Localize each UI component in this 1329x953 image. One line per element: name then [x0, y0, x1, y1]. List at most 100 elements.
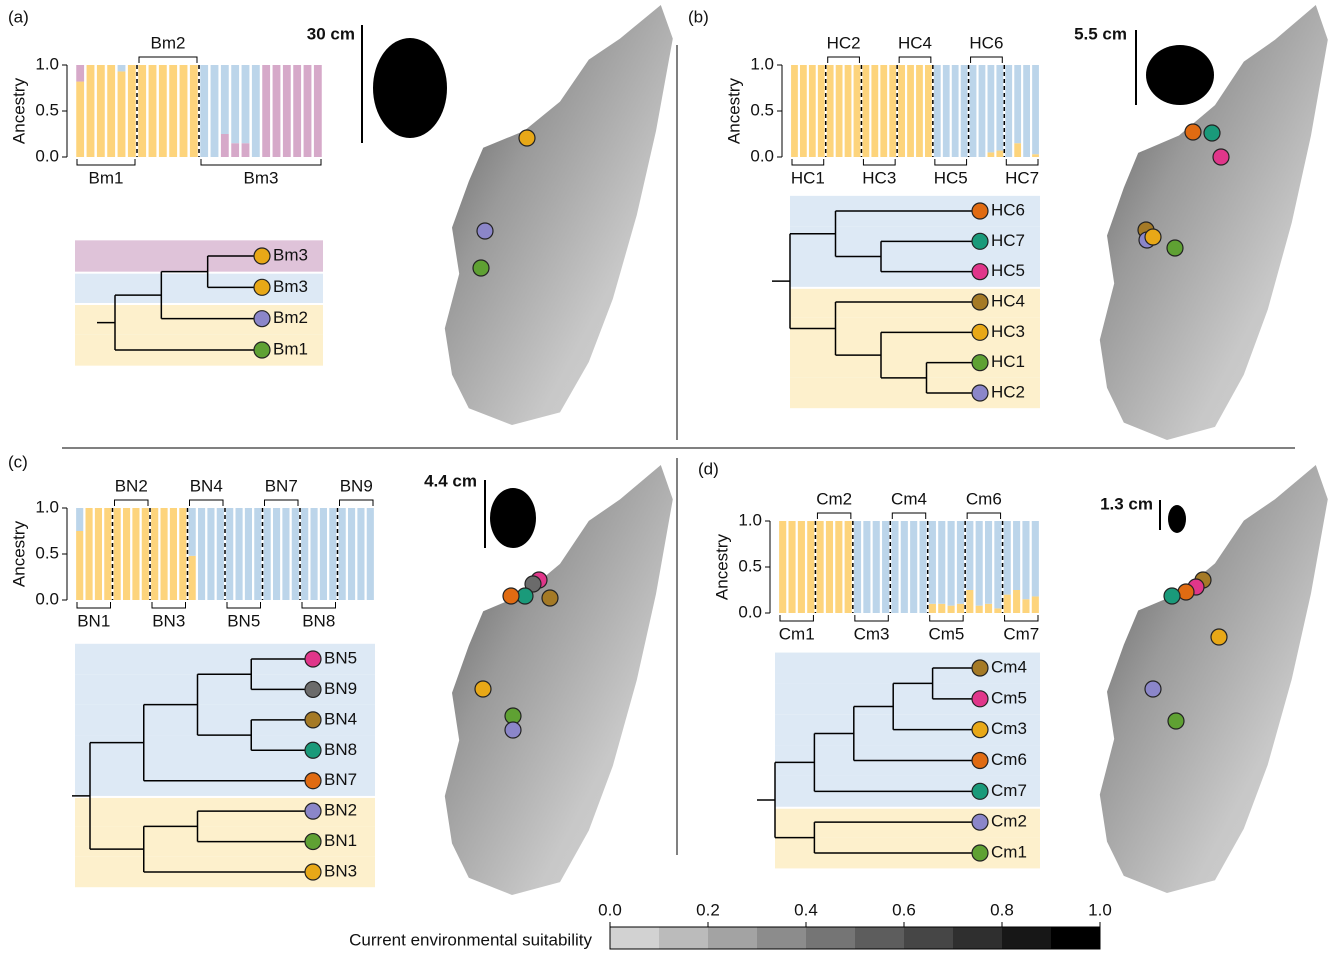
- leaf-marker: [305, 712, 321, 728]
- colorbar-cell: [610, 927, 660, 949]
- silhouette: [1146, 45, 1214, 105]
- colorbar-tick-label: 1.0: [1088, 900, 1112, 919]
- group-label: BN5: [227, 611, 260, 630]
- site-marker: [1168, 713, 1184, 729]
- colorbar-tick-label: 0.4: [794, 900, 818, 919]
- scale-label: 1.3 cm: [1100, 494, 1153, 513]
- ancestry-bar: [207, 508, 214, 600]
- leaf-marker: [972, 264, 988, 280]
- leaf-label: BN7: [324, 770, 357, 789]
- scale-label: 30 cm: [307, 24, 355, 43]
- leaf-label: BN9: [324, 679, 357, 698]
- leaf-label: Bm3: [273, 245, 308, 264]
- site-marker: [1167, 240, 1183, 256]
- colorbar-cell: [1002, 927, 1052, 949]
- ancestry-bar: [938, 604, 945, 613]
- leaf-label: Bm3: [273, 277, 308, 296]
- ancestry-bar: [86, 508, 93, 600]
- ancestry-bar: [107, 65, 115, 157]
- silhouette: [490, 488, 536, 548]
- y-tick-label: 0.0: [750, 146, 774, 165]
- group-bracket: [1005, 615, 1038, 621]
- colorbar-title: Current environmental suitability: [349, 930, 592, 949]
- leaf-marker: [305, 742, 321, 758]
- ancestry-bar: [889, 65, 896, 157]
- y-tick-label: 1.0: [35, 54, 59, 73]
- colorbar-cell: [953, 927, 1003, 949]
- group-label: BN1: [77, 611, 110, 630]
- ancestry-bar: [988, 152, 995, 157]
- group-bracket: [892, 513, 925, 519]
- y-tick-label: 0.0: [738, 602, 762, 621]
- ancestry-bar: [76, 531, 83, 600]
- ancestry-bar: [95, 508, 102, 600]
- y-tick-label: 1.0: [738, 510, 762, 529]
- ancestry-bar: [1032, 521, 1039, 596]
- scale-label: 4.4 cm: [424, 471, 477, 490]
- leaf-marker: [972, 294, 988, 310]
- ancestry-bar: [114, 508, 121, 600]
- group-label: Cm6: [966, 489, 1002, 508]
- group-bracket: [971, 57, 1003, 63]
- ancestry-bar: [938, 521, 945, 604]
- group-label: HC6: [969, 33, 1003, 52]
- ancestry-bar: [292, 508, 299, 600]
- figure: (a)30 cmAncestry0.00.51.0Bm1Bm2Bm3Bm3Bm3…: [0, 0, 1329, 953]
- ancestry-bar: [966, 521, 973, 590]
- group-label: BN4: [190, 476, 223, 495]
- ancestry-bar: [118, 65, 126, 71]
- ancestry-bar: [943, 65, 950, 157]
- leaf-marker: [305, 651, 321, 667]
- scale-label: 5.5 cm: [1074, 24, 1127, 43]
- ancestry-bar: [118, 71, 126, 157]
- site-marker: [542, 590, 558, 606]
- ancestry-bar: [245, 508, 252, 600]
- ancestry-bar: [367, 508, 374, 600]
- group-bracket: [139, 57, 197, 63]
- ancestry-bar: [1032, 154, 1039, 157]
- silhouette: [373, 38, 447, 138]
- ancestry-bar: [910, 521, 917, 613]
- map: [445, 465, 673, 895]
- leaf-label: HC5: [991, 261, 1025, 280]
- group-label: HC4: [898, 33, 932, 52]
- ancestry-bar: [1014, 65, 1021, 143]
- ancestry-bar: [952, 65, 959, 157]
- ancestry-bar: [779, 521, 786, 613]
- ancestry-bar: [311, 508, 318, 600]
- ancestry-bar: [138, 65, 146, 157]
- ancestry-bar: [845, 65, 852, 157]
- site-marker: [1211, 629, 1227, 645]
- ancestry-bar: [273, 508, 280, 600]
- ancestry-bar: [996, 65, 1003, 151]
- leaf-label: HC3: [991, 322, 1025, 341]
- ancestry-bar: [996, 151, 1003, 157]
- colorbar-cell: [904, 927, 954, 949]
- ancestry-bar: [836, 65, 843, 157]
- ancestry-bar: [929, 604, 936, 613]
- ancestry-bar: [919, 521, 926, 613]
- leaf-label: BN3: [324, 861, 357, 880]
- ancestry-bar: [1005, 65, 1012, 157]
- ancestry-bar: [211, 65, 219, 157]
- panel-label: (c): [8, 452, 28, 471]
- leaf-marker: [305, 803, 321, 819]
- ancestry-bar: [142, 508, 149, 600]
- leaf-marker: [305, 864, 321, 880]
- colorbar-tick-label: 0.6: [892, 900, 916, 919]
- group-label: Cm4: [891, 489, 927, 508]
- group-bracket: [265, 500, 299, 506]
- ancestry-bar: [934, 65, 941, 157]
- group-bracket: [899, 57, 931, 63]
- ancestry-bar: [1023, 65, 1030, 157]
- leaf-label: BN5: [324, 648, 357, 667]
- y-tick-label: 0.0: [35, 589, 59, 608]
- leaf-marker: [254, 311, 270, 327]
- ancestry-bar: [818, 65, 825, 157]
- group-bracket: [152, 602, 186, 608]
- ancestry-bar: [217, 508, 224, 600]
- group-bracket: [115, 500, 149, 506]
- leaf-label: Cm2: [991, 812, 1027, 831]
- ancestry-bar: [1032, 65, 1039, 154]
- map: [445, 5, 673, 425]
